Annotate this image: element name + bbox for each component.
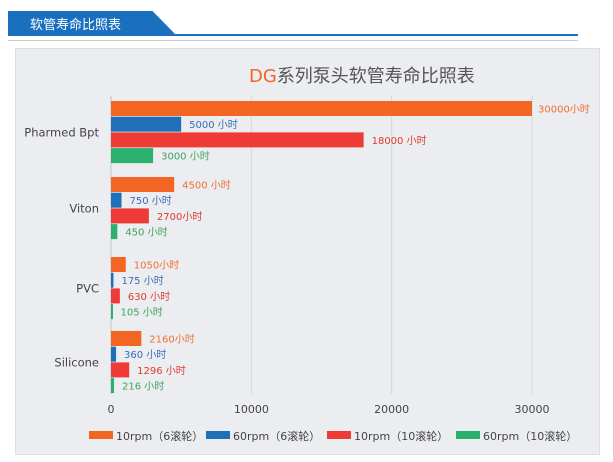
data-label: 750 小时 (130, 195, 172, 207)
data-label: 450 小时 (125, 227, 167, 239)
data-label: 1050小时 (134, 260, 179, 272)
data-label: 30000小时 (538, 104, 590, 116)
data-label: 5000 小时 (189, 119, 238, 131)
data-label: 3000 小时 (161, 151, 210, 163)
category-label: Silicone (54, 355, 99, 369)
chart-title: DG系列泵头软管寿命比照表 (249, 66, 475, 87)
bar (111, 192, 122, 208)
data-label: 2160小时 (149, 334, 194, 346)
legend-label: 10rpm（6滚轮） (116, 429, 203, 443)
bar (111, 257, 126, 272)
data-label: 216 小时 (122, 381, 164, 393)
bar (111, 148, 154, 164)
section-tab: 软管寿命比照表 (8, 11, 176, 35)
data-label: 4500 小时 (182, 180, 231, 192)
legend-label: 60rpm（10滚轮） (483, 429, 577, 443)
bar (111, 304, 113, 320)
x-tick-label: 30000 (515, 403, 550, 416)
category-label: Pharmed Bpt (24, 125, 99, 139)
legend-swatch (89, 431, 113, 439)
bar (111, 116, 182, 132)
category-label: PVC (76, 281, 99, 295)
category-label: Viton (69, 201, 99, 215)
data-label: 360 小时 (124, 349, 166, 361)
data-label: 2700小时 (157, 211, 202, 223)
legend-swatch (327, 431, 351, 439)
x-tick-label: 0 (108, 403, 115, 416)
x-tick-label: 20000 (374, 403, 409, 416)
divider (8, 40, 578, 41)
data-label: 1296 小时 (137, 365, 186, 377)
x-tick-label: 10000 (234, 403, 269, 416)
data-label: 18000 小时 (372, 135, 427, 147)
legend-swatch (206, 431, 230, 439)
bar (111, 224, 118, 240)
bar (111, 288, 120, 304)
data-label: 630 小时 (128, 291, 170, 303)
bar (111, 101, 532, 116)
data-label: 175 小时 (121, 275, 163, 287)
legend-label: 60rpm（6滚轮） (233, 429, 320, 443)
data-label: 105 小时 (120, 307, 162, 319)
bar (111, 346, 117, 362)
bar (111, 132, 364, 148)
header-underline (8, 34, 578, 36)
legend-swatch (456, 431, 480, 439)
bar (111, 331, 142, 346)
bar (111, 272, 114, 288)
bar (111, 378, 115, 394)
bar (111, 177, 175, 192)
bar (111, 208, 149, 224)
legend-label: 10rpm（10滚轮） (354, 429, 448, 443)
section-title: 软管寿命比照表 (30, 18, 122, 33)
bar (111, 362, 130, 378)
